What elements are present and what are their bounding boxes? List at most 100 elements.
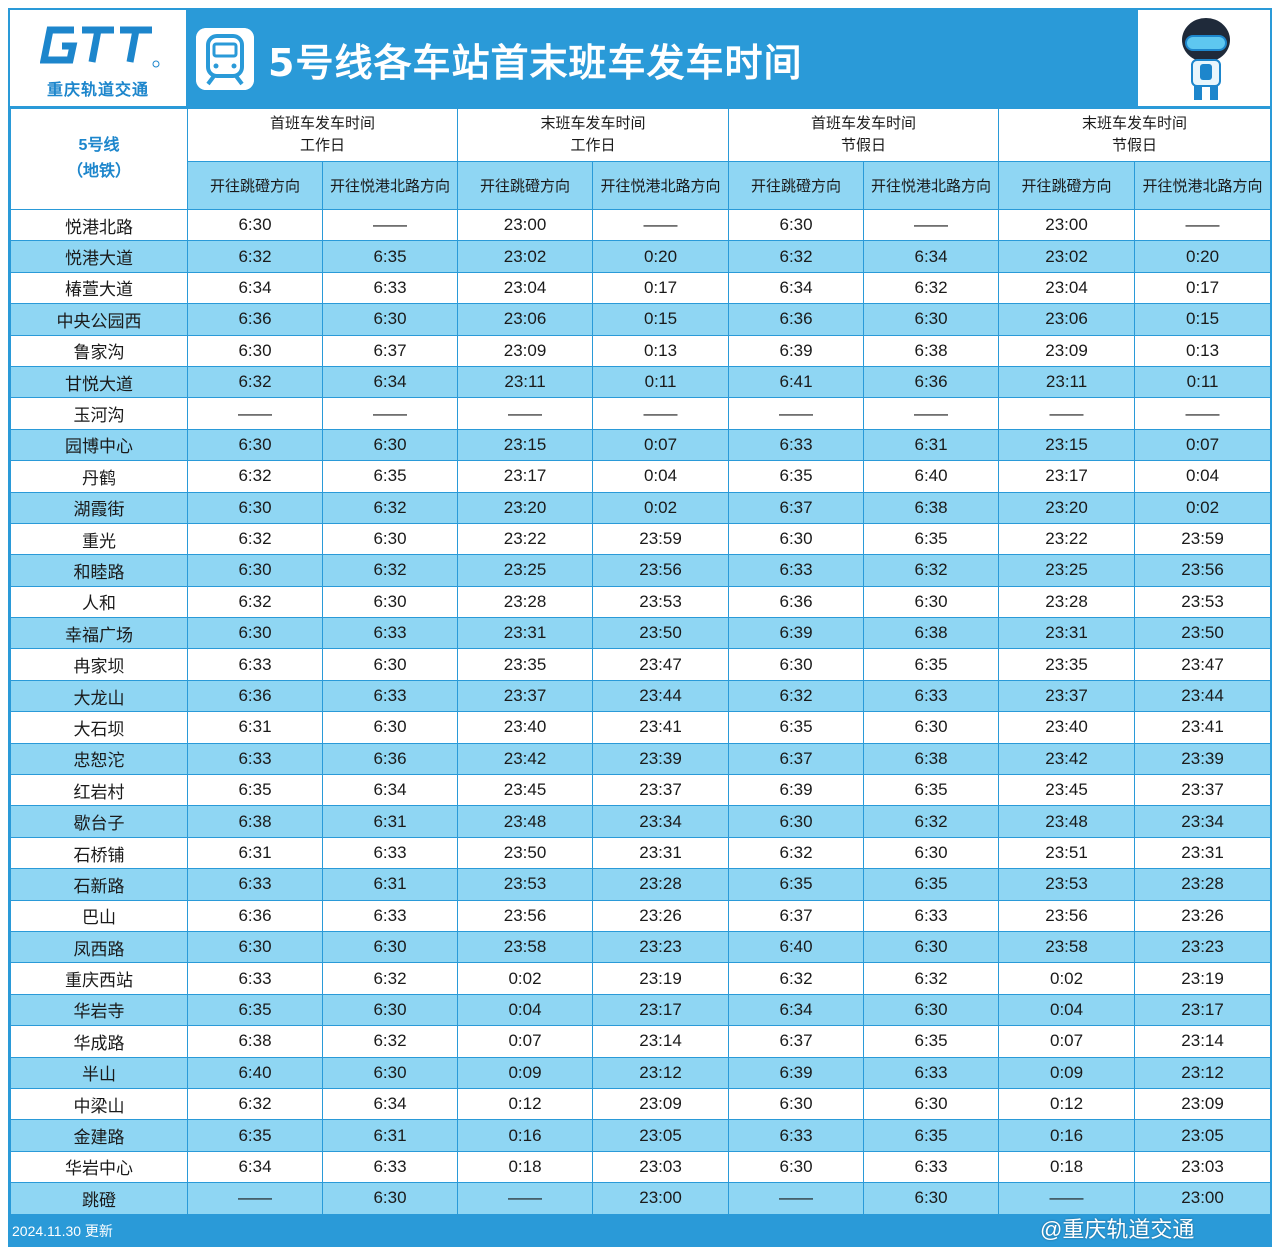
- time-cell: 6:30: [321, 711, 459, 744]
- station-name: 和睦路: [10, 554, 188, 587]
- time-cell: 6:38: [863, 617, 1000, 650]
- time-cell: 6:30: [863, 303, 1000, 336]
- time-cell: 6:30: [863, 1182, 1000, 1215]
- time-cell: 23:51: [998, 836, 1136, 870]
- time-cell: 0:02: [998, 962, 1136, 995]
- time-cell: 23:56: [998, 899, 1136, 932]
- time-cell: 6:34: [321, 1087, 459, 1121]
- time-cell: 6:35: [321, 240, 459, 273]
- time-cell: 6:37: [728, 742, 865, 776]
- time-cell: 6:33: [863, 899, 1000, 932]
- time-cell: 0:13: [592, 334, 730, 367]
- time-cell: 23:47: [592, 648, 730, 681]
- group-header: 末班车发车时间 工作日: [457, 108, 730, 162]
- time-cell: 6:38: [863, 491, 1000, 524]
- table-row: 凤西路 6:30 6:30 23:58 23:23 6:40 6:30 23:58 23:23: [10, 930, 1272, 964]
- time-cell: 23:26: [1134, 899, 1272, 932]
- table-row: 石新路 6:33 6:31 23:53 23:28 6:35 6:35 23:53 23:28: [10, 868, 1272, 901]
- time-cell: 23:59: [592, 522, 730, 556]
- time-cell: ——: [998, 1182, 1136, 1215]
- time-cell: 6:36: [863, 365, 1000, 399]
- time-cell: 23:05: [1134, 1119, 1272, 1152]
- station-name: 华岩寺: [10, 993, 188, 1027]
- station-name: 湖霞街: [10, 491, 188, 524]
- time-cell: 0:02: [1134, 491, 1272, 524]
- time-cell: 23:17: [592, 993, 730, 1027]
- time-cell: ——: [728, 1182, 865, 1215]
- time-cell: 23:02: [457, 240, 594, 273]
- time-cell: 6:31: [321, 868, 459, 901]
- time-cell: 6:36: [321, 742, 459, 776]
- table-row: 人和 6:32 6:30 23:28 23:53 6:36 6:30 23:28 23:53: [10, 585, 1272, 619]
- time-cell: 6:36: [728, 303, 865, 336]
- train-front-icon: [196, 28, 254, 90]
- time-cell: 6:30: [863, 1087, 1000, 1121]
- direction-header: 开往悦港北路方向: [321, 161, 459, 210]
- table-row: 巴山 6:36 6:33 23:56 23:26 6:37 6:33 23:56 23:26: [10, 899, 1272, 932]
- time-cell: 0:18: [998, 1150, 1136, 1184]
- logo-text: 重庆轨道交通: [46, 80, 149, 99]
- group-header-title: 首班车发车时间: [270, 115, 376, 132]
- table-row: 湖霞街 6:30 6:32 23:20 0:02 6:37 6:38 23:20 0:02: [10, 491, 1272, 524]
- time-cell: 6:31: [321, 805, 459, 838]
- time-cell: 6:34: [321, 774, 459, 807]
- time-cell: 0:17: [592, 271, 730, 305]
- time-cell: 23:56: [1134, 554, 1272, 587]
- mascot: [1138, 10, 1270, 106]
- station-name: 重光: [10, 522, 188, 556]
- station-name: 中央公园西: [10, 303, 188, 336]
- time-cell: 6:33: [863, 679, 1000, 713]
- time-cell: 23:00: [457, 208, 594, 242]
- time-cell: 0:07: [592, 428, 730, 462]
- time-cell: 23:11: [457, 365, 594, 399]
- time-cell: 23:34: [592, 805, 730, 838]
- time-cell: 6:35: [321, 460, 459, 493]
- time-cell: 6:36: [187, 899, 323, 932]
- time-cell: 23:09: [592, 1087, 730, 1121]
- time-cell: 6:33: [321, 271, 459, 305]
- time-cell: 6:32: [728, 962, 865, 995]
- station-name: 金建路: [10, 1119, 188, 1152]
- line-name: 5号线: [78, 137, 120, 154]
- title-area: [188, 10, 1136, 106]
- time-cell: 6:33: [728, 1119, 865, 1152]
- time-cell: 6:32: [321, 491, 459, 524]
- time-cell: 23:20: [457, 491, 594, 524]
- time-cell: 0:02: [457, 962, 594, 995]
- time-cell: 6:30: [187, 208, 323, 242]
- group-header-daytype: 节假日: [1112, 137, 1158, 154]
- time-cell: 6:31: [321, 1119, 459, 1152]
- time-cell: 0:16: [457, 1119, 594, 1152]
- line-label: 5号线 （地铁）: [10, 108, 188, 210]
- time-cell: 6:39: [728, 334, 865, 367]
- station-name: 丹鹤: [10, 460, 188, 493]
- time-cell: 23:28: [457, 585, 594, 619]
- time-cell: ——: [592, 397, 730, 430]
- time-cell: ——: [187, 397, 323, 430]
- time-cell: 6:35: [863, 648, 1000, 681]
- table-row: 中梁山 6:32 6:34 0:12 23:09 6:30 6:30 0:12 23:09: [10, 1087, 1272, 1121]
- time-cell: 6:30: [321, 648, 459, 681]
- station-name: 大石坝: [10, 711, 188, 744]
- table-row: 冉家坝 6:33 6:30 23:35 23:47 6:30 6:35 23:35 23:47: [10, 648, 1272, 681]
- time-cell: 23:47: [1134, 648, 1272, 681]
- time-cell: 23:04: [457, 271, 594, 305]
- time-cell: 0:07: [457, 1025, 594, 1058]
- time-cell: 6:30: [863, 930, 1000, 964]
- time-cell: 23:19: [592, 962, 730, 995]
- time-cell: 0:07: [998, 1025, 1136, 1058]
- table-row: 半山 6:40 6:30 0:09 23:12 6:39 6:33 0:09 23:12: [10, 1056, 1272, 1089]
- time-cell: 23:23: [592, 930, 730, 964]
- time-cell: 23:53: [998, 868, 1136, 901]
- time-cell: 6:30: [321, 522, 459, 556]
- time-cell: 6:30: [728, 208, 865, 242]
- time-cell: 0:02: [592, 491, 730, 524]
- time-cell: 23:17: [1134, 993, 1272, 1027]
- time-cell: 6:33: [321, 1150, 459, 1184]
- time-cell: 0:13: [1134, 334, 1272, 367]
- time-cell: 0:12: [457, 1087, 594, 1121]
- time-cell: 23:03: [592, 1150, 730, 1184]
- table-row: 玉河沟 —— —— —— —— —— —— —— ——: [10, 397, 1272, 430]
- time-cell: 6:38: [187, 1025, 323, 1058]
- time-cell: 6:35: [728, 711, 865, 744]
